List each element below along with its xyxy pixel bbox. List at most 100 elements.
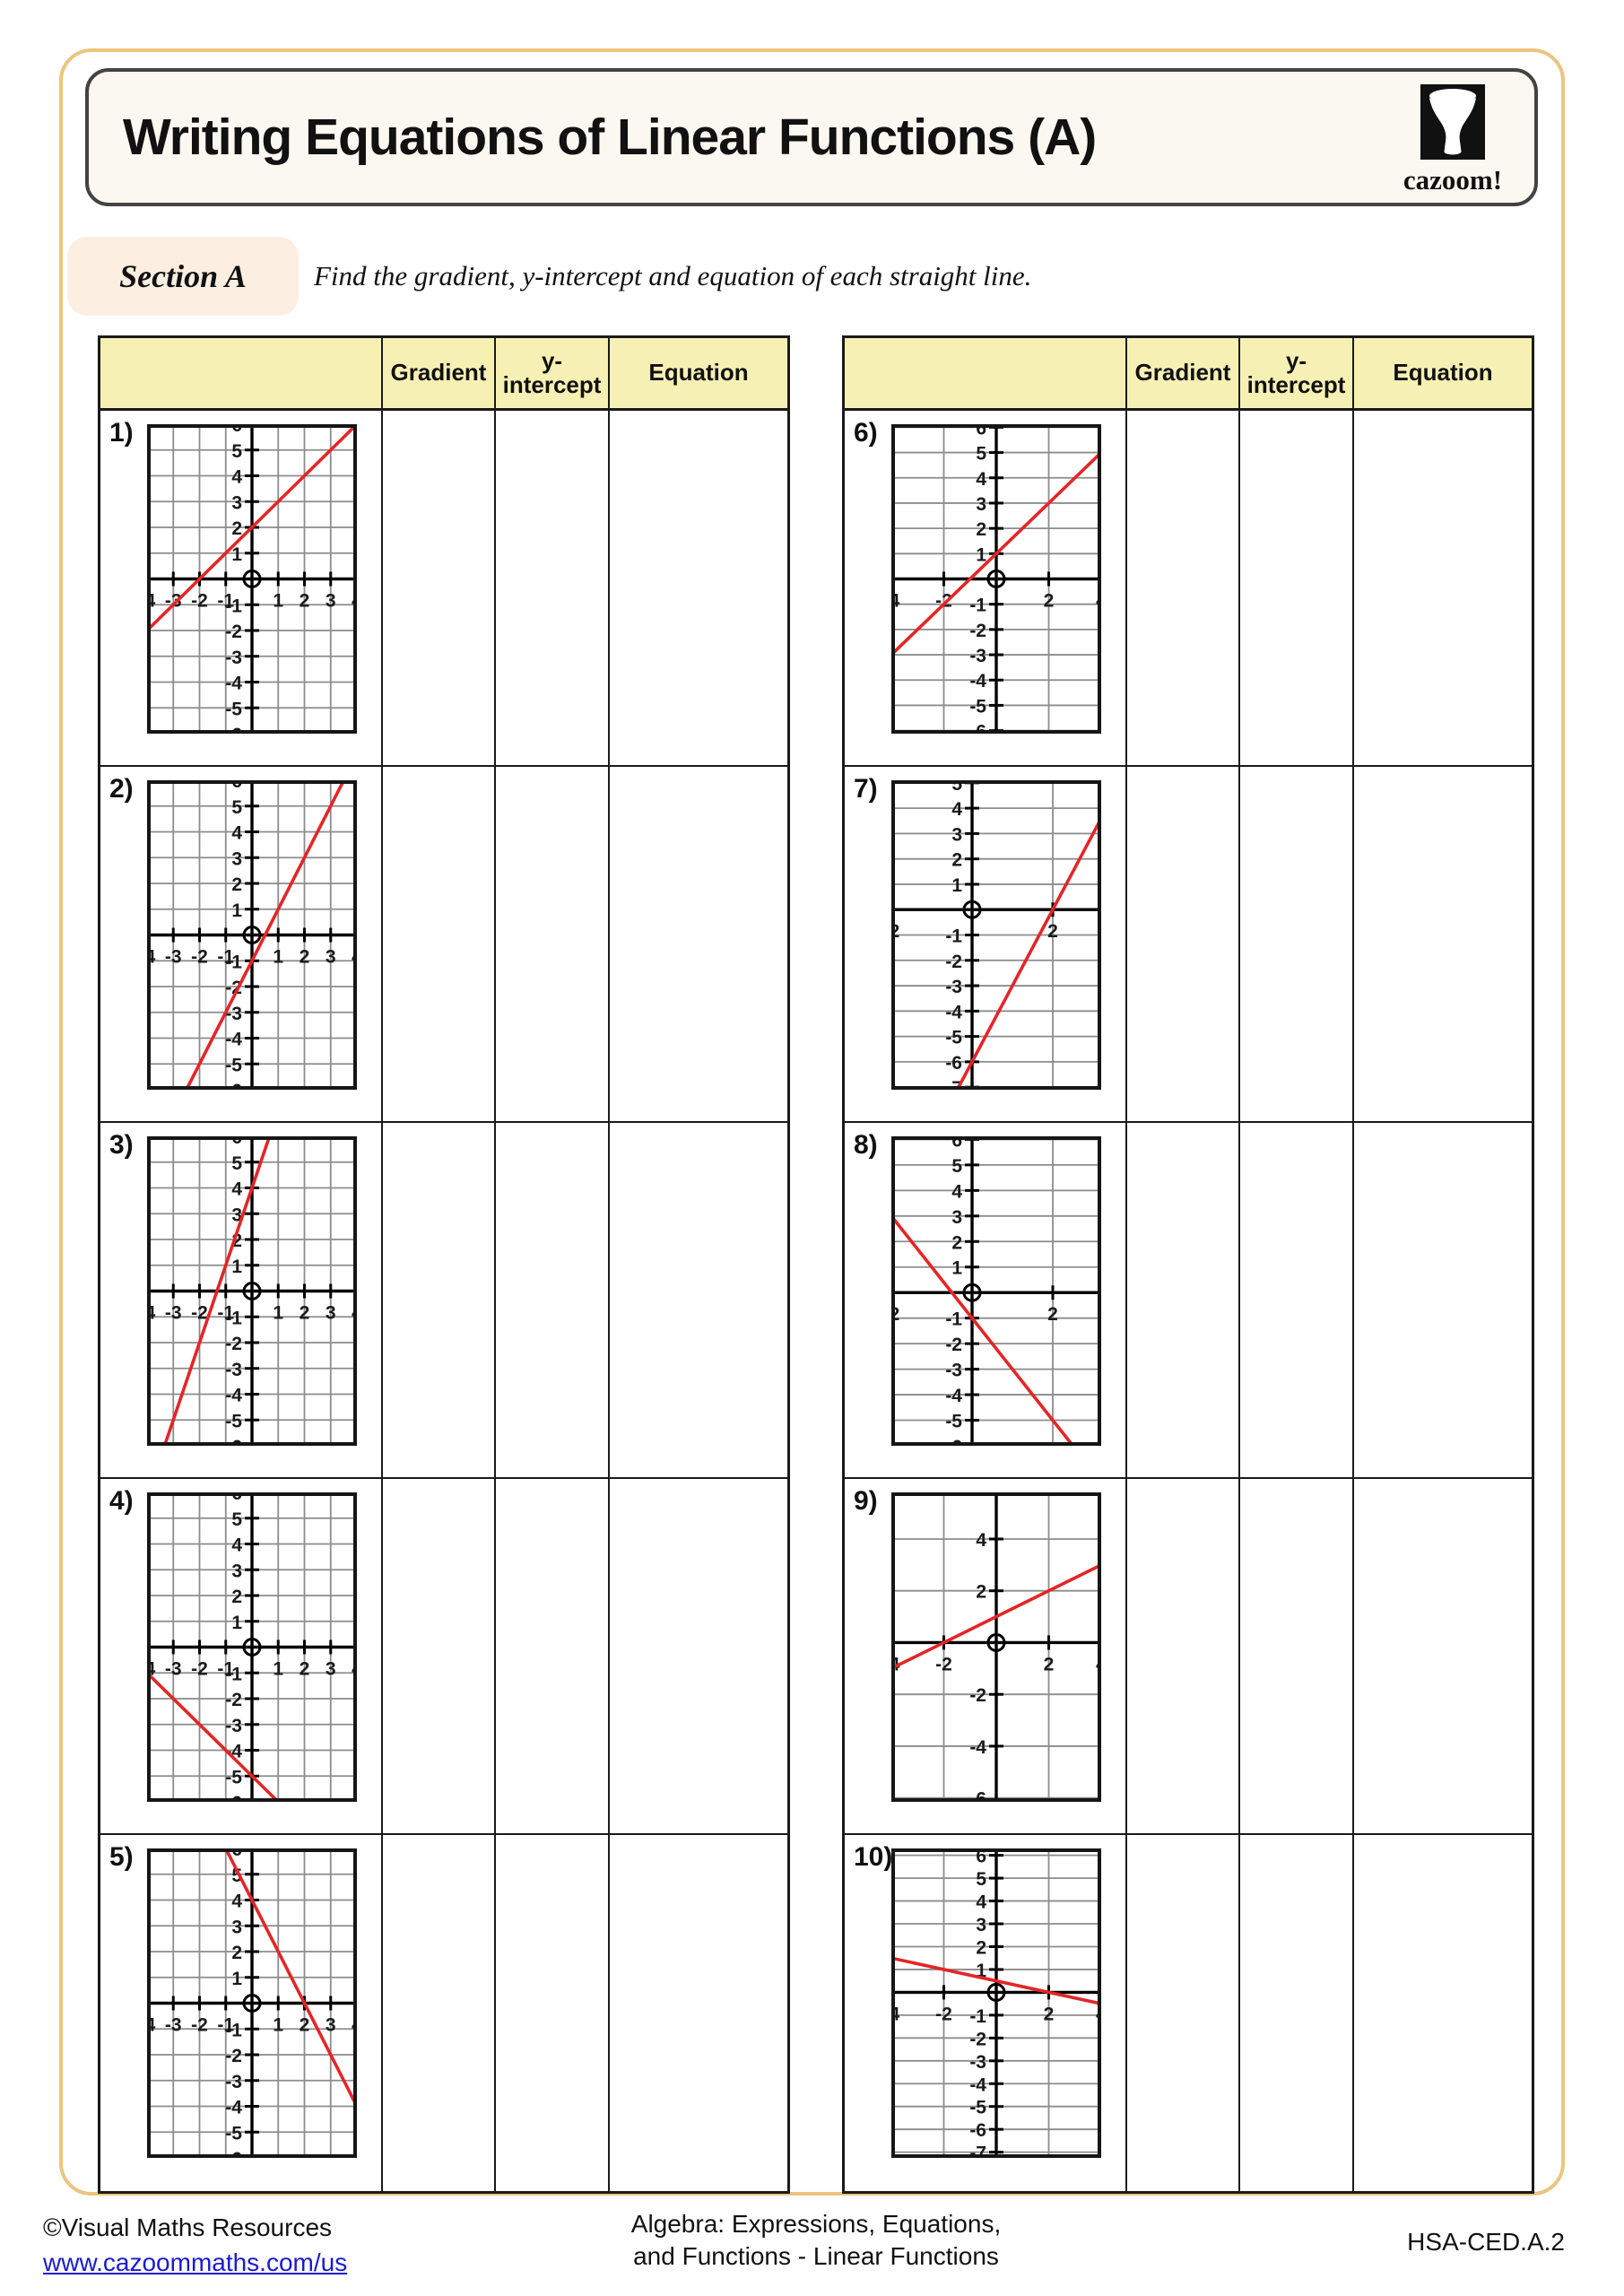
x-axis-label: 1: [273, 1659, 283, 1680]
y-axis-label: -2: [969, 2029, 986, 2049]
graph-plot: -4-3-2-11234654321-1-2-3-4-5-6: [139, 415, 363, 745]
question-number: 1): [109, 418, 134, 448]
question-number: 8): [854, 1130, 878, 1160]
y-axis-label: -4: [969, 1737, 986, 1758]
x-axis-label: 3: [326, 1303, 336, 1324]
y-axis-label: 4: [231, 1179, 242, 1200]
y-axis-label: -2: [969, 1685, 986, 1706]
y-intercept-answer-cell: [494, 1835, 608, 2191]
section-label: Section A: [67, 237, 299, 316]
graph-plot: -4-3-2-11234654321-1-2-3-4-5-6: [139, 1839, 363, 2170]
origin-marker: [986, 570, 1006, 588]
x-axis-label: 2: [1044, 2004, 1055, 2024]
graph-cell: 6)-4-224654321-1-2-3-4-5-6: [845, 411, 1125, 767]
origin-marker: [986, 1632, 1006, 1652]
graph-border: [147, 1492, 357, 1802]
x-axis-label: 3: [326, 2015, 336, 2036]
y-axis-label: -2: [969, 621, 986, 641]
x-axis-label: 2: [1047, 921, 1058, 942]
graph-svg: -4-224654321-1-2-3-4-5-6: [883, 418, 1107, 742]
y-axis-label: 1: [951, 875, 962, 896]
y-axis-label: 3: [231, 1561, 242, 1581]
y-axis-label: 1: [231, 1613, 242, 1633]
y-axis-label: -4: [225, 1386, 242, 1406]
y-axis-label: -5: [225, 2123, 242, 2144]
answer-table-right: Gradienty-interceptEquation6)-4-22465432…: [842, 335, 1534, 2194]
graph-plot: -4-224654321-1-2-3-4-5-6-7: [883, 1847, 1107, 2164]
gradient-answer-cell: [381, 411, 494, 767]
y-axis-label: 2: [976, 1582, 986, 1603]
website-link[interactable]: www.cazoommaths.com/us: [43, 2248, 348, 2276]
y-axis-label: 3: [231, 492, 242, 513]
gradient-answer-cell: [381, 767, 494, 1123]
y-axis-label: 1: [231, 544, 242, 565]
equation-answer-cell: [608, 411, 787, 767]
y-axis-label: -2: [945, 1335, 962, 1355]
page-border: [59, 48, 1565, 2196]
y-axis-label: 2: [231, 1231, 242, 1251]
x-axis-label: -3: [165, 2015, 182, 2036]
graph-border: [147, 424, 357, 734]
graph-svg: -4-3-2-11234654321-1-2-3-4-5-6: [139, 415, 363, 745]
gradient-answer-cell: [1125, 767, 1238, 1123]
y-axis-label: 5: [951, 1156, 962, 1177]
x-axis-label: -3: [165, 1303, 182, 1324]
gradient-answer-cell: [381, 1835, 494, 2191]
x-axis-label: 1: [273, 591, 283, 612]
x-axis-label: -1: [217, 591, 234, 612]
y-intercept-answer-cell: [494, 411, 608, 767]
x-axis-label: 2: [300, 2015, 310, 2036]
y-intercept-answer-cell: [494, 767, 608, 1123]
y-axis-label: 1: [231, 900, 242, 921]
standard-code: HSA-CED.A.2: [1407, 2228, 1565, 2256]
function-line: [145, 422, 359, 632]
gradient-answer-cell: [381, 1123, 494, 1479]
y-axis-label: -3: [969, 646, 986, 666]
graph-cell: 4)-4-3-2-11234654321-1-2-3-4-5-6: [100, 1479, 381, 1835]
y-axis-label: -3: [225, 1716, 242, 1736]
function-line: [955, 817, 1103, 1091]
y-axis-label: -5: [945, 1028, 962, 1048]
graph-cell: 9)-4-224642-2-4-6: [845, 1478, 1125, 1835]
y-axis-label: 1: [951, 1258, 962, 1279]
question-number: 5): [109, 1842, 134, 1872]
header-gradient: Gradient: [381, 338, 494, 411]
y-axis-label: -1: [225, 2020, 242, 2040]
x-axis-label: -2: [935, 2004, 952, 2024]
cazoom-logo: cazoom!: [1394, 84, 1511, 196]
y-axis-label: -1: [945, 1309, 962, 1330]
y-axis-label: -1: [969, 596, 986, 616]
x-axis-label: -2: [191, 947, 208, 968]
y-axis-label: 2: [231, 518, 242, 539]
y-axis-label: 3: [976, 1915, 986, 1935]
y-axis-label: -1: [225, 596, 242, 616]
graph-cell: 5)-4-3-2-11234654321-1-2-3-4-5-6: [100, 1835, 381, 2191]
y-axis-label: -3: [225, 648, 242, 668]
graph-plot: -4-3-2-11234654321-1-2-3-4-5-6: [139, 1483, 363, 1813]
blank-header-cell: [845, 338, 1125, 411]
y-axis-label: -4: [945, 1002, 962, 1022]
y-axis-label: -2: [945, 952, 962, 972]
x-axis-label: 2: [1044, 1654, 1055, 1674]
y-axis-label: -3: [969, 2052, 986, 2073]
y-axis-label: 5: [976, 444, 986, 465]
graph-cell: 1)-4-3-2-11234654321-1-2-3-4-5-6: [100, 411, 381, 767]
y-intercept-answer-cell: [1238, 411, 1352, 767]
graph-border: [891, 1848, 1101, 2158]
question-number: 3): [109, 1130, 134, 1160]
answer-table-left: Gradienty-interceptEquation1)-4-3-2-1123…: [98, 335, 790, 2194]
x-axis-label: -2: [191, 1303, 208, 1324]
y-axis-label: 5: [231, 1153, 242, 1174]
table-header-row: Gradient y-intercept Equation: [100, 338, 787, 411]
graph-border: [147, 1136, 357, 1446]
graph-plot: -4-224642-2-4-6: [883, 1478, 1107, 1809]
header-y-intercept: y-intercept: [1238, 338, 1352, 411]
y-axis-label: 6: [951, 1136, 962, 1151]
y-axis-label: 1: [976, 544, 986, 565]
function-line: [162, 1135, 272, 1447]
